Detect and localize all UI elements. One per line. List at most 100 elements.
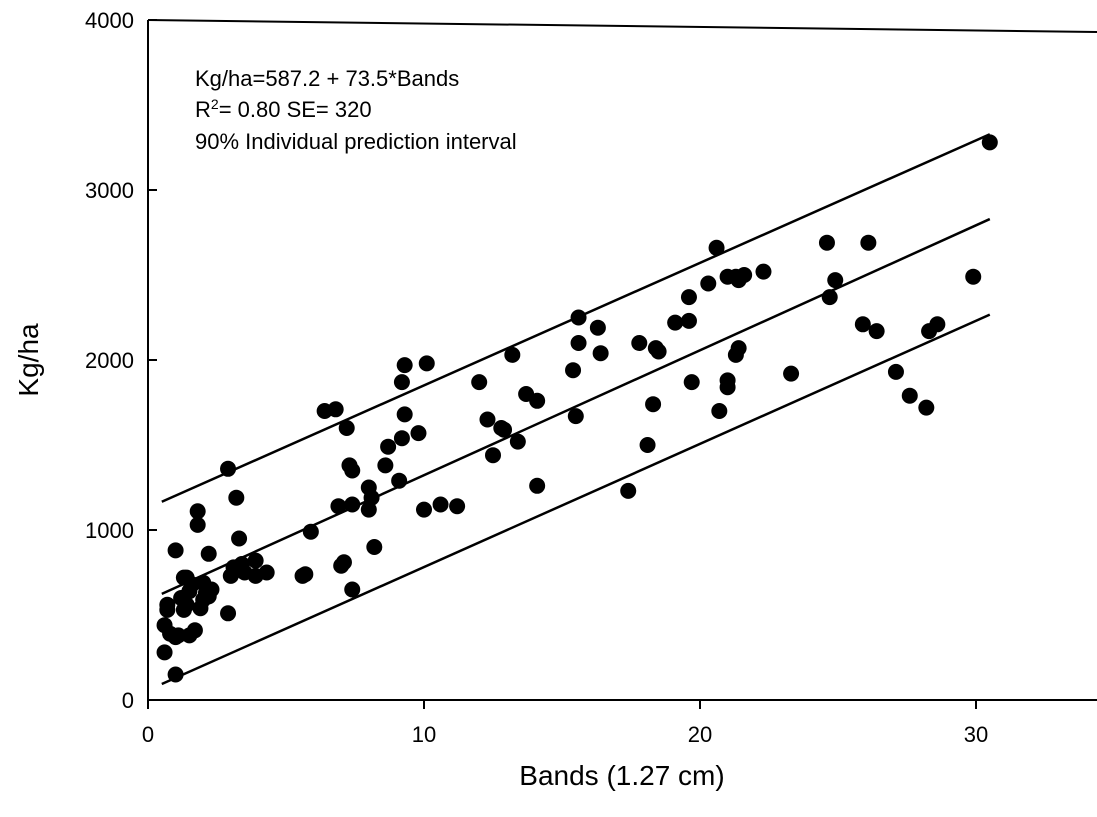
data-point: [258, 564, 275, 581]
data-point: [639, 437, 656, 453]
data-point: [432, 496, 449, 513]
data-point: [783, 365, 800, 382]
data-point: [396, 406, 413, 423]
data-point: [366, 539, 383, 555]
data-point: [887, 363, 904, 380]
data-point: [680, 312, 697, 329]
annotation-block: Kg/ha=587.2 + 73.5*Bands R2= 0.80 SE= 32…: [195, 66, 517, 154]
data-point: [680, 289, 697, 306]
y-tick-label-1000: 1000: [85, 518, 134, 543]
y-tick-label-0: 0: [122, 688, 134, 713]
data-point: [918, 399, 935, 416]
data-point: [203, 581, 220, 598]
data-point: [377, 457, 394, 474]
data-point: [391, 472, 408, 489]
data-point: [167, 542, 184, 559]
data-point: [509, 433, 526, 450]
data-point: [159, 601, 176, 618]
x-tick-label-20: 20: [688, 722, 712, 747]
data-point: [821, 289, 838, 306]
data-point: [620, 482, 637, 499]
data-point: [645, 396, 662, 413]
y-tick-label-2000: 2000: [85, 348, 134, 373]
data-point: [504, 346, 521, 363]
data-point: [736, 267, 753, 283]
data-point: [344, 462, 361, 479]
data-point: [302, 523, 319, 540]
lower-line: [161, 313, 991, 686]
data-point: [683, 374, 700, 391]
data-point: [965, 268, 982, 285]
data-point: [860, 234, 877, 251]
data-point: [711, 403, 728, 419]
data-point: [631, 335, 648, 351]
data-point: [854, 316, 871, 333]
data-point: [393, 374, 410, 391]
data-point: [567, 408, 584, 425]
data-point: [380, 438, 397, 455]
data-point: [592, 345, 609, 362]
x-tick-label-30: 30: [964, 722, 988, 747]
data-point: [167, 666, 184, 683]
interval-note-label: 90% Individual prediction interval: [195, 129, 517, 154]
r2-label: R2= 0.80 SE= 320: [195, 96, 372, 122]
data-point: [708, 239, 725, 256]
data-point: [327, 401, 344, 418]
data-point: [330, 498, 347, 515]
data-point: [186, 622, 203, 639]
y-tick-label-3000: 3000: [85, 178, 134, 203]
data-point: [981, 134, 998, 151]
data-point: [393, 430, 410, 447]
data-point: [231, 530, 248, 547]
data-point: [220, 460, 237, 477]
equation-label: Kg/ha=587.2 + 73.5*Bands: [195, 66, 459, 91]
data-point: [189, 503, 206, 520]
y-tick-label-4000: 4000: [85, 8, 134, 33]
data-point: [570, 335, 587, 351]
data-point: [189, 516, 206, 533]
axes: [147, 19, 1097, 701]
data-point: [529, 392, 546, 409]
y-axis-title: Kg/ha: [13, 323, 44, 397]
data-point: [479, 411, 496, 428]
x-tick-label-0: 0: [142, 722, 154, 747]
data-points: [156, 134, 998, 683]
data-point: [200, 545, 217, 562]
data-point: [178, 596, 195, 613]
r2-prefix: R: [195, 97, 211, 122]
data-point: [344, 581, 361, 598]
data-point: [416, 501, 432, 518]
data-point: [449, 498, 466, 515]
data-point: [410, 425, 427, 442]
data-point: [700, 275, 717, 292]
data-point: [335, 554, 352, 571]
data-point: [667, 314, 684, 331]
data-point: [396, 357, 413, 374]
data-point: [730, 340, 747, 357]
data-point: [297, 566, 314, 583]
ticks: 0 1000 2000 3000 4000 0 10 20 30: [85, 8, 988, 747]
x-axis-title: Bands (1.27 cm): [519, 760, 724, 791]
data-point: [170, 627, 187, 644]
data-point: [344, 496, 361, 513]
data-point: [868, 323, 885, 340]
data-point: [156, 644, 173, 661]
data-point: [719, 372, 736, 389]
r2-stats: = 0.80 SE= 320: [219, 97, 372, 122]
data-point: [363, 489, 380, 506]
data-point: [929, 316, 946, 333]
data-point: [338, 420, 355, 436]
data-point: [589, 319, 606, 336]
data-point: [418, 355, 435, 372]
data-point: [570, 309, 587, 326]
data-point: [485, 447, 501, 464]
fit-line: [161, 217, 991, 596]
data-point: [247, 552, 264, 569]
x-tick-label-10: 10: [412, 722, 436, 747]
data-point: [529, 477, 546, 494]
data-point: [228, 489, 245, 506]
data-point: [650, 343, 667, 360]
top-frame-line: [147, 19, 1097, 33]
data-point: [901, 387, 918, 404]
